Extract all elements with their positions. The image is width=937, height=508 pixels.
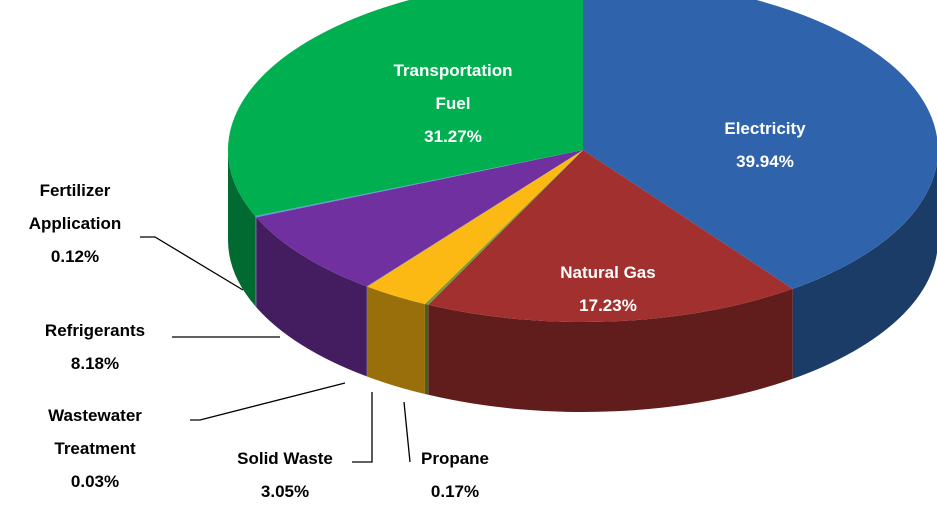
slice [228,0,583,217]
category-name: Natural Gas [560,263,656,282]
slice-side [424,304,429,395]
slice [428,150,793,322]
value-label: 31.27% [424,127,482,146]
leader-line [140,236,244,291]
value-label: 39.94% [736,152,794,171]
slice-label: Refrigerants 8.18% [30,314,160,380]
category-name: Electricity [724,119,806,138]
slice-label: Fertilizer Application 0.12% [10,174,140,273]
value-label: 0.12% [50,247,100,266]
category-name: Refrigerants [44,321,146,340]
leader-lines [140,236,411,463]
leader-line [352,392,373,463]
slice-label: Propane 0.17% [400,442,510,508]
slice [255,150,583,218]
value-label: 17.23% [579,296,637,315]
slice-side [428,288,793,412]
slice-label: Electricity 39.94% [690,112,840,178]
slice-label: Transportation Fuel 31.27% [378,54,528,153]
slice-label: Wastewater Treatment 0.03% [30,399,160,498]
value-label: 8.18% [70,354,120,373]
slice-label: Solid Waste 3.05% [220,442,350,508]
category-name: Solid Waste [237,449,333,468]
slice-side [792,162,937,379]
leader-line [403,401,411,463]
leader-line [190,382,346,421]
category-name: Transportation Fuel [393,61,513,113]
slice-side [256,217,367,377]
category-name: Fertilizer Application [28,181,122,233]
slice [366,150,583,287]
value-label: 3.05% [260,482,310,501]
pie-sides [228,150,937,412]
category-name: Wastewater Treatment [48,406,142,458]
slice-label: Natural Gas 17.23% [528,256,688,322]
slice [583,0,937,289]
slice-side [228,150,256,307]
value-label: 0.17% [430,482,480,501]
slice-side [367,286,425,395]
slice [256,150,583,287]
slice-side [255,216,257,308]
pie-tops [228,0,937,322]
slice-side [366,286,368,377]
slice [367,150,583,305]
category-name: Propane [420,449,490,468]
value-label: 0.03% [70,472,120,491]
slice [424,150,583,305]
